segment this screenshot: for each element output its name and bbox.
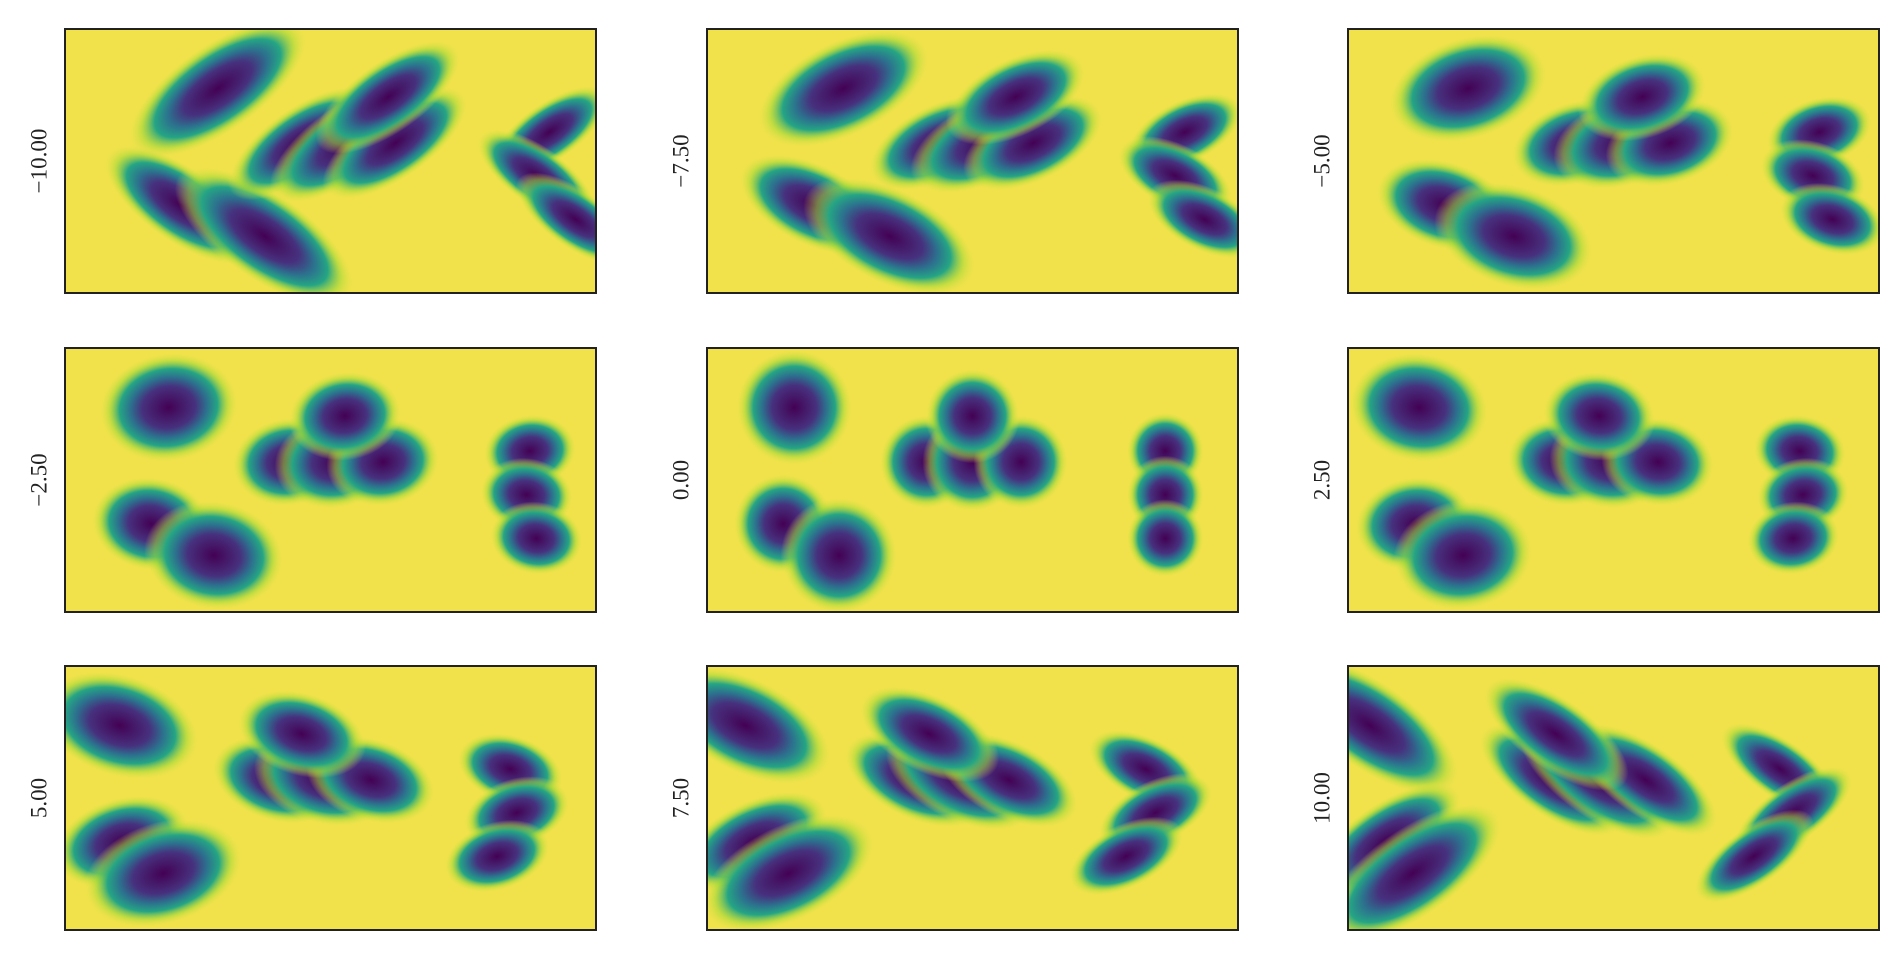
blob (98, 352, 239, 463)
blob (780, 496, 898, 612)
blob (1577, 52, 1707, 142)
blob (925, 368, 1020, 464)
blob (756, 29, 931, 148)
panel-frame (1347, 28, 1880, 294)
blob (83, 818, 244, 929)
blob (237, 689, 367, 779)
panel-frame (1347, 665, 1880, 931)
blob (1146, 179, 1238, 259)
panel (1348, 29, 1879, 293)
blob (945, 48, 1086, 146)
blob (707, 666, 832, 785)
panel-label: −2.50 (26, 453, 51, 506)
blob (1746, 501, 1840, 576)
panel-label: −7.50 (668, 134, 693, 187)
blob (707, 813, 876, 930)
panel-frame (64, 347, 597, 613)
blob (735, 348, 853, 466)
blob (1348, 802, 1503, 930)
panel-label: 5.00 (26, 778, 51, 818)
panel-label: −5.00 (1309, 134, 1334, 187)
blob (489, 501, 583, 576)
blob (315, 39, 462, 154)
panel (707, 666, 1238, 930)
blob (65, 670, 200, 781)
panel-label: 0.00 (668, 460, 693, 500)
blob (1779, 182, 1879, 256)
panel-label: −10.00 (26, 129, 51, 194)
blob (1388, 33, 1548, 144)
blob (127, 29, 308, 159)
panel (707, 348, 1238, 612)
panel (65, 29, 596, 293)
panel-frame (706, 347, 1239, 613)
blob (174, 165, 355, 293)
blob (963, 94, 1104, 192)
blob (1068, 816, 1184, 896)
blob (288, 371, 402, 461)
panel-label: 2.50 (1309, 460, 1334, 500)
blob (859, 685, 1000, 783)
panel (1348, 348, 1879, 612)
blob (515, 172, 596, 267)
blob (1693, 809, 1814, 904)
panel (65, 348, 596, 612)
blob (322, 86, 469, 200)
panel-frame (706, 665, 1239, 931)
blob (1542, 371, 1656, 461)
panel (1348, 666, 1879, 930)
panel-frame (706, 28, 1239, 294)
blob (1348, 352, 1489, 463)
blob (1393, 500, 1534, 611)
blob (443, 819, 551, 893)
blob (803, 176, 977, 293)
panel-frame (64, 665, 597, 931)
panel-label: 10.00 (1309, 772, 1334, 824)
panel (707, 29, 1238, 293)
blob (1126, 499, 1205, 578)
panel-frame (64, 28, 597, 294)
panel-label: 7.50 (668, 778, 693, 818)
blob (144, 500, 285, 611)
panel-frame (1347, 347, 1880, 613)
panel (65, 666, 596, 930)
blob (1482, 676, 1629, 791)
blob (1348, 666, 1460, 796)
blob (1434, 181, 1594, 292)
